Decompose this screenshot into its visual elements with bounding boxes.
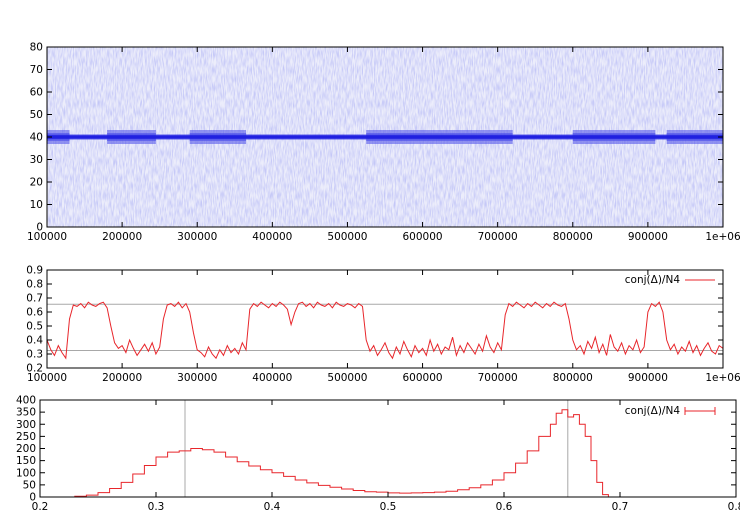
line-x-tick-label: 300000 — [177, 372, 217, 384]
line-x-tick-label: 500000 — [327, 372, 367, 384]
histogram-y-tick-label: 400 — [16, 395, 36, 407]
histogram-y-tick-label: 350 — [16, 407, 36, 419]
histogram-x-tick-label: 0.4 — [264, 501, 281, 513]
heatmap-center-band — [47, 135, 723, 139]
line-x-tick-label: 400000 — [252, 372, 292, 384]
heatmap-y-tick-label: 70 — [30, 64, 43, 76]
histogram-x-tick-label: 0.7 — [612, 501, 629, 513]
line-y-tick-label: 0.7 — [26, 293, 43, 305]
heatmap-x-tick-label: 300000 — [177, 231, 217, 243]
heatmap-x-tick-label: 400000 — [252, 231, 292, 243]
line-x-tick-label: 1e+06 — [705, 372, 740, 384]
heatmap-x-tick-label: 900000 — [628, 231, 668, 243]
heatmap-x-tick-label: 500000 — [327, 231, 367, 243]
line-y-tick-label: 0.5 — [26, 321, 43, 333]
histogram-series-group — [63, 409, 612, 497]
heatmap-x-tick-label: 700000 — [478, 231, 518, 243]
line-x-tick-label: 800000 — [553, 372, 593, 384]
line-x-tick-label: 600000 — [403, 372, 443, 384]
line-x-tick-label: 200000 — [102, 372, 142, 384]
heatmap-panel: 100000 200000 300000 400000 500000 600000 7000… — [27, 42, 740, 244]
heatmap-x-tick-label: 600000 — [403, 231, 443, 243]
line-frame — [46, 269, 724, 369]
histogram-y-tick-label: 300 — [16, 419, 36, 431]
line-y-tick-label: 0.9 — [26, 265, 43, 277]
line-y-tick-label: 0.8 — [26, 279, 43, 291]
heatmap-x-tick-label: 200000 — [102, 231, 142, 243]
heatmap-x-tick-label: 1e+06 — [705, 231, 740, 243]
histogram-x-tick-label: 0.3 — [148, 501, 165, 513]
histogram-y-tick-label: 250 — [16, 431, 36, 443]
heatmap-x-tick-label: 100000 — [27, 231, 67, 243]
heatmap-y-tick-label: 10 — [30, 199, 43, 211]
histogram-x-tick-label: 0.6 — [496, 501, 513, 513]
heatmap-y-tick-label: 40 — [30, 132, 43, 144]
line-legend: conj(Δ)/N4 — [625, 274, 715, 286]
histogram-x-tick-label: 0.5 — [380, 501, 397, 513]
line-axes: 100000 200000 300000 400000 500000 600000 7000… — [26, 265, 740, 385]
line-series — [47, 301, 723, 360]
histogram-legend: conj(Δ)/N4 — [625, 405, 716, 417]
histogram-y-tick-label: 200 — [16, 443, 36, 455]
heatmap-y-tick-label: 0 — [36, 222, 43, 234]
histogram-panel: 0.2 0.3 0.4 0.5 0.6 0.7 0.8 0501001502002503003… — [16, 395, 740, 514]
line-series-group — [47, 301, 723, 360]
heatmap-y-tick-label: 60 — [30, 87, 43, 99]
heatmap-y-tick-label: 20 — [30, 177, 43, 189]
line-x-tick-label: 100000 — [27, 372, 67, 384]
line-y-tick-label: 0.2 — [26, 363, 43, 375]
histogram-y-tick-label: 0 — [29, 492, 36, 504]
heatmap-axes: 100000 200000 300000 400000 500000 600000 7000… — [27, 42, 740, 244]
heatmap-y-tick-label: 30 — [30, 154, 43, 166]
line-panel: 100000 200000 300000 400000 500000 600000 7000… — [26, 265, 740, 385]
histogram-reference-lines — [184, 400, 569, 497]
heatmap-x-tick-label: 800000 — [553, 231, 593, 243]
histogram-x-tick-label: 0.8 — [728, 501, 740, 513]
histogram-y-tick-label: 150 — [16, 455, 36, 467]
line-x-tick-label: 700000 — [478, 372, 518, 384]
histogram-legend-label: conj(Δ)/N4 — [625, 405, 681, 417]
histogram-series — [63, 409, 612, 497]
line-y-tick-label: 0.6 — [26, 307, 43, 319]
line-y-tick-label: 0.4 — [26, 335, 43, 347]
heatmap-y-tick-label: 50 — [30, 109, 43, 121]
histogram-x-tick-label: 0.2 — [32, 501, 49, 513]
heatmap-y-tick-label: 80 — [30, 42, 43, 54]
line-y-tick-label: 0.3 — [26, 349, 43, 361]
line-x-tick-label: 900000 — [628, 372, 668, 384]
line-legend-label: conj(Δ)/N4 — [625, 274, 681, 286]
histogram-y-tick-label: 50 — [23, 479, 36, 491]
line-reference-lines — [47, 303, 723, 351]
histogram-y-tick-label: 100 — [16, 467, 36, 479]
histogram-axes: 0.2 0.3 0.4 0.5 0.6 0.7 0.8 0501001502002503003… — [16, 395, 740, 514]
